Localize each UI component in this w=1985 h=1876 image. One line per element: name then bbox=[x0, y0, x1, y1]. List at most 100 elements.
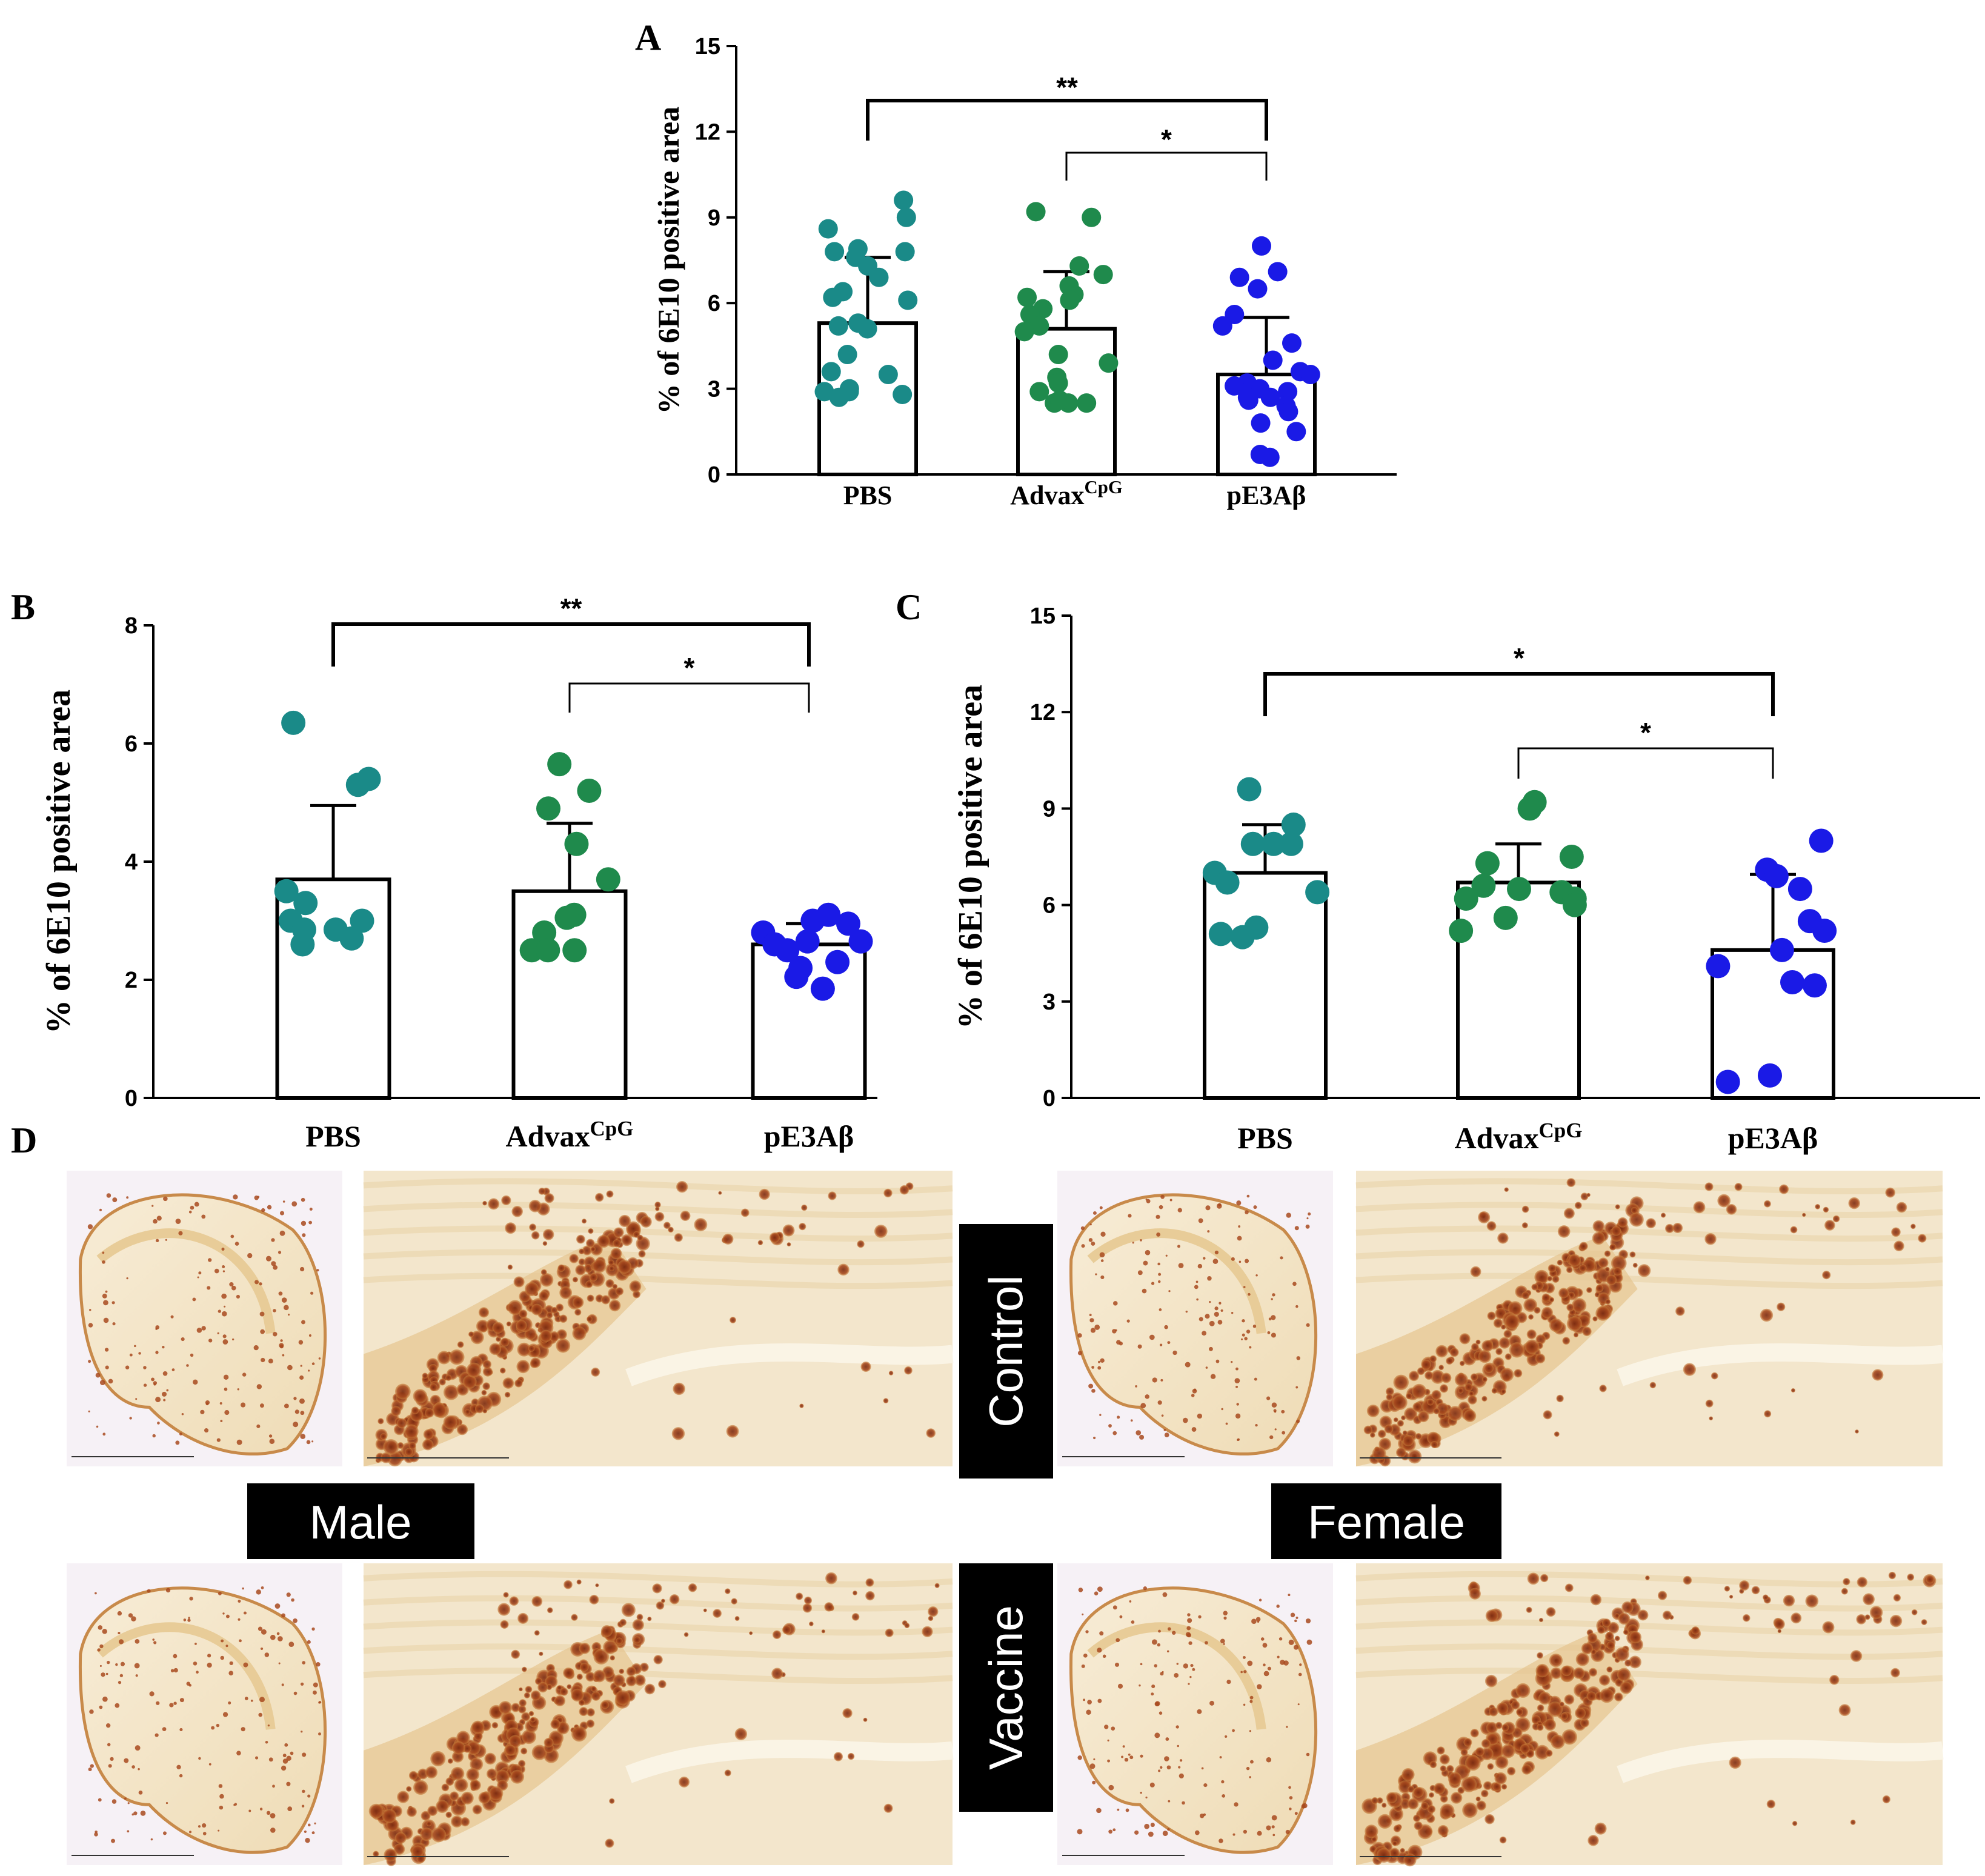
plaque bbox=[488, 1786, 504, 1801]
plaque-dot bbox=[124, 1758, 129, 1763]
data-point bbox=[1715, 1069, 1740, 1094]
plaque-dot bbox=[1119, 1615, 1123, 1618]
plaque-dot bbox=[1288, 1639, 1294, 1645]
plaque bbox=[1457, 1388, 1464, 1394]
plaque bbox=[465, 1409, 471, 1415]
category-label: PBS bbox=[1237, 1121, 1293, 1155]
plaque-dot bbox=[134, 1345, 136, 1348]
plaque bbox=[576, 1674, 583, 1680]
plaque bbox=[786, 1242, 791, 1247]
plaque-dot bbox=[1092, 1211, 1097, 1215]
plaque-dot bbox=[1077, 1829, 1083, 1835]
plaque-dot bbox=[256, 1424, 261, 1428]
plaque bbox=[1524, 1339, 1540, 1354]
plaque-dot bbox=[120, 1661, 125, 1666]
plaque bbox=[586, 1239, 595, 1248]
plaque-dot bbox=[133, 1811, 138, 1815]
plaque bbox=[1491, 1388, 1498, 1394]
plaque bbox=[619, 1618, 627, 1626]
plaque bbox=[1509, 1342, 1525, 1358]
plaque-dot bbox=[1260, 1637, 1265, 1641]
plaque-dot bbox=[281, 1297, 287, 1303]
plaque bbox=[1401, 1768, 1415, 1781]
plaque-dot bbox=[1306, 1323, 1310, 1327]
data-point bbox=[1278, 402, 1298, 422]
plaque-dot bbox=[1083, 1653, 1088, 1658]
plaque bbox=[1606, 1274, 1617, 1286]
plaque-dot bbox=[1140, 1791, 1142, 1794]
plaque bbox=[1475, 1747, 1485, 1757]
plaque-dot bbox=[1269, 1435, 1274, 1440]
plaque-dot bbox=[1267, 1666, 1271, 1671]
plaque bbox=[404, 1424, 419, 1439]
data-point bbox=[1208, 922, 1233, 946]
plaque-dot bbox=[1143, 1260, 1148, 1266]
plaque bbox=[1552, 1275, 1560, 1283]
plaque bbox=[524, 1692, 530, 1698]
plaque-dot bbox=[111, 1799, 117, 1804]
plaque bbox=[1412, 1814, 1421, 1822]
plaque-dot bbox=[1242, 1319, 1245, 1323]
plaque-dot bbox=[301, 1197, 305, 1202]
plaque-dot bbox=[1177, 1245, 1180, 1248]
plaque-dot bbox=[291, 1201, 298, 1207]
plaque-dot bbox=[1159, 1711, 1163, 1715]
plaque bbox=[529, 1223, 537, 1231]
plaque bbox=[507, 1300, 523, 1316]
plaque-dot bbox=[316, 1661, 321, 1667]
plaque-dot bbox=[1255, 1274, 1258, 1277]
plaque-dot bbox=[1146, 1199, 1151, 1203]
plaque bbox=[439, 1379, 446, 1386]
plaque-dot bbox=[1220, 1638, 1225, 1644]
control-label-box bbox=[959, 1224, 1053, 1479]
plaque bbox=[497, 1603, 511, 1616]
plaque-dot bbox=[1091, 1389, 1096, 1393]
data-point bbox=[800, 908, 825, 933]
plaque bbox=[517, 1612, 529, 1624]
plaque-dot bbox=[1088, 1383, 1094, 1389]
plaque-dot bbox=[1158, 1280, 1161, 1283]
plaque bbox=[668, 1226, 674, 1233]
plaque-dot bbox=[124, 1797, 127, 1800]
plaque-dot bbox=[1160, 1194, 1165, 1199]
plaque-dot bbox=[95, 1372, 101, 1378]
male-label-box bbox=[247, 1483, 474, 1559]
plaque bbox=[478, 1792, 491, 1804]
significance-bracket bbox=[866, 99, 1268, 141]
plaque-dot bbox=[1157, 1400, 1162, 1405]
plaque-dot bbox=[305, 1838, 310, 1843]
data-point bbox=[894, 190, 914, 210]
plaque bbox=[725, 1588, 731, 1594]
plaque-dot bbox=[1185, 1362, 1191, 1368]
plaque-dot bbox=[208, 1258, 212, 1262]
plaque-dot bbox=[286, 1755, 291, 1761]
plaque bbox=[885, 1628, 894, 1637]
plaque-dot bbox=[1124, 1757, 1129, 1762]
data-point bbox=[896, 207, 916, 227]
plaque-dot bbox=[222, 1334, 227, 1339]
plaque-dot bbox=[153, 1383, 156, 1386]
plaque-dot bbox=[179, 1774, 183, 1778]
plaque bbox=[550, 1719, 560, 1729]
plaque-dot bbox=[181, 1412, 184, 1415]
plaque bbox=[615, 1690, 631, 1706]
plaque bbox=[572, 1326, 587, 1341]
plaque bbox=[1605, 1299, 1611, 1305]
plaque-dot bbox=[310, 1291, 314, 1295]
plaque bbox=[1543, 1410, 1552, 1420]
plaque bbox=[1777, 1629, 1782, 1634]
plaque bbox=[387, 1451, 403, 1467]
plaque-dot bbox=[273, 1265, 278, 1270]
plaque-dot bbox=[1205, 1314, 1210, 1319]
plaque-dot bbox=[1221, 1780, 1225, 1784]
plaque-dot bbox=[278, 1251, 282, 1254]
plaque-dot bbox=[1210, 1374, 1216, 1379]
plaque-dot bbox=[313, 1682, 318, 1688]
plaque bbox=[1369, 1432, 1375, 1438]
plaque-dot bbox=[1161, 1414, 1164, 1417]
plaque-dot bbox=[1126, 1319, 1130, 1323]
plaque-dot bbox=[1089, 1318, 1094, 1323]
plaque bbox=[1792, 1821, 1798, 1826]
plaque bbox=[1415, 1433, 1422, 1440]
plaque bbox=[528, 1711, 534, 1717]
